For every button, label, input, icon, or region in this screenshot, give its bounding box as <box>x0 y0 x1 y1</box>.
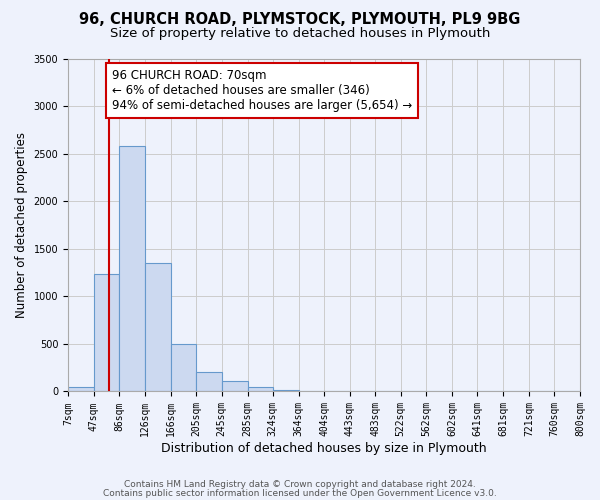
Bar <box>196 372 221 392</box>
Text: Size of property relative to detached houses in Plymouth: Size of property relative to detached ho… <box>110 28 490 40</box>
Text: Contains HM Land Registry data © Crown copyright and database right 2024.: Contains HM Land Registry data © Crown c… <box>124 480 476 489</box>
Y-axis label: Number of detached properties: Number of detached properties <box>15 132 28 318</box>
Text: Contains public sector information licensed under the Open Government Licence v3: Contains public sector information licen… <box>103 488 497 498</box>
Bar <box>248 386 272 392</box>
Bar <box>272 390 299 392</box>
Text: 96 CHURCH ROAD: 70sqm
← 6% of detached houses are smaller (346)
94% of semi-deta: 96 CHURCH ROAD: 70sqm ← 6% of detached h… <box>112 69 412 112</box>
Bar <box>119 146 145 392</box>
Bar <box>145 263 170 392</box>
X-axis label: Distribution of detached houses by size in Plymouth: Distribution of detached houses by size … <box>161 442 487 455</box>
Bar <box>170 344 196 392</box>
Bar <box>68 386 94 392</box>
Bar <box>221 381 248 392</box>
Bar <box>94 274 119 392</box>
Text: 96, CHURCH ROAD, PLYMSTOCK, PLYMOUTH, PL9 9BG: 96, CHURCH ROAD, PLYMSTOCK, PLYMOUTH, PL… <box>79 12 521 28</box>
Bar <box>299 390 325 392</box>
